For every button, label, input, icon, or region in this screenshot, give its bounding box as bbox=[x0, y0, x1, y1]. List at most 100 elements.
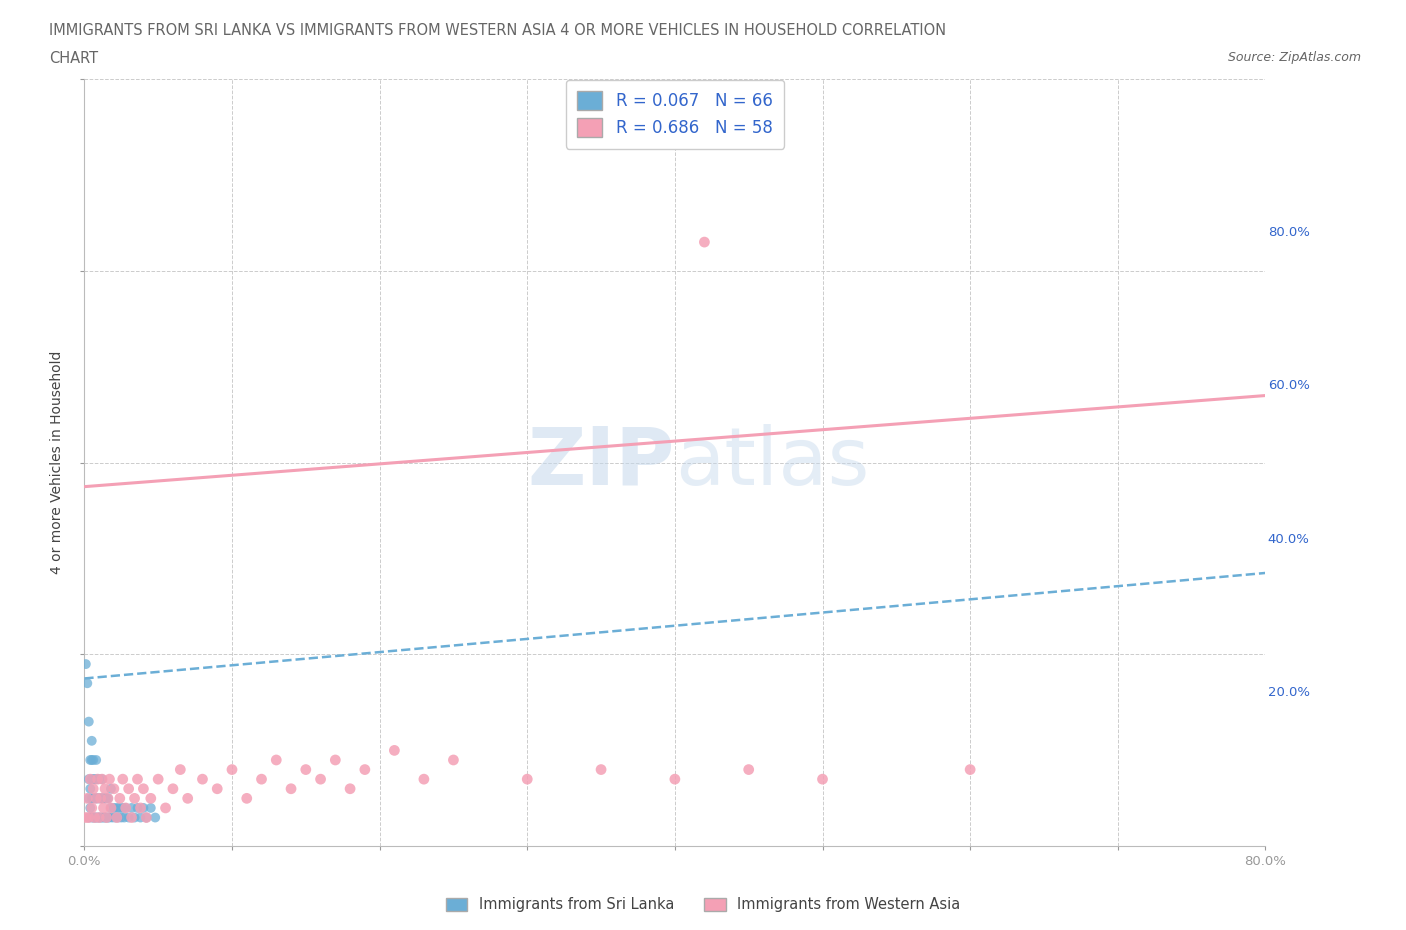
Point bbox=[91, 810, 114, 825]
Point bbox=[959, 763, 981, 777]
Point bbox=[111, 801, 134, 816]
Point bbox=[84, 790, 107, 805]
Point bbox=[75, 657, 97, 671]
Point bbox=[591, 763, 613, 777]
Point bbox=[82, 790, 104, 805]
Point bbox=[132, 801, 155, 816]
Point bbox=[86, 790, 108, 805]
Point bbox=[309, 772, 332, 787]
Point bbox=[811, 772, 834, 787]
Point bbox=[77, 810, 100, 825]
Point bbox=[77, 714, 100, 729]
Point bbox=[124, 790, 146, 805]
Point bbox=[94, 790, 117, 805]
Point bbox=[87, 772, 111, 787]
Text: 40.0%: 40.0% bbox=[1268, 533, 1309, 546]
Point bbox=[114, 801, 136, 816]
Point bbox=[91, 772, 114, 787]
Point bbox=[118, 781, 141, 796]
Point bbox=[250, 772, 273, 787]
Text: 80.0%: 80.0% bbox=[1268, 226, 1309, 239]
Point bbox=[738, 763, 761, 777]
Point bbox=[75, 810, 97, 825]
Point bbox=[80, 752, 103, 767]
Point bbox=[295, 763, 318, 777]
Point bbox=[354, 763, 377, 777]
Point bbox=[108, 790, 131, 805]
Point bbox=[664, 772, 686, 787]
Point bbox=[100, 781, 122, 796]
Point bbox=[87, 810, 111, 825]
Point bbox=[84, 790, 107, 805]
Point bbox=[135, 810, 157, 825]
Point bbox=[205, 781, 228, 796]
Point bbox=[93, 801, 115, 816]
Point bbox=[101, 810, 124, 825]
Point bbox=[80, 790, 103, 805]
Text: CHART: CHART bbox=[49, 51, 98, 66]
Point bbox=[110, 810, 132, 825]
Point bbox=[87, 810, 111, 825]
Point bbox=[132, 781, 155, 796]
Point bbox=[129, 810, 152, 825]
Point bbox=[98, 772, 121, 787]
Point bbox=[83, 772, 105, 787]
Point bbox=[79, 772, 101, 787]
Point bbox=[148, 772, 170, 787]
Point bbox=[77, 772, 100, 787]
Point bbox=[86, 772, 108, 787]
Point bbox=[441, 752, 464, 767]
Point bbox=[79, 801, 101, 816]
Point bbox=[121, 810, 143, 825]
Point bbox=[79, 752, 101, 767]
Point bbox=[100, 801, 122, 816]
Point bbox=[97, 790, 120, 805]
Point bbox=[94, 781, 117, 796]
Point bbox=[80, 810, 103, 825]
Point bbox=[191, 772, 214, 787]
Text: 60.0%: 60.0% bbox=[1268, 379, 1309, 392]
Point bbox=[93, 810, 115, 825]
Point bbox=[516, 772, 538, 787]
Point bbox=[86, 772, 108, 787]
Point bbox=[90, 810, 112, 825]
Point bbox=[339, 781, 361, 796]
Point bbox=[97, 810, 120, 825]
Point bbox=[76, 790, 98, 805]
Point bbox=[79, 781, 101, 796]
Point bbox=[155, 801, 177, 816]
Point bbox=[90, 790, 112, 805]
Point bbox=[82, 752, 104, 767]
Point bbox=[103, 781, 125, 796]
Point bbox=[83, 810, 105, 825]
Text: atlas: atlas bbox=[675, 424, 869, 501]
Point bbox=[105, 810, 128, 825]
Point bbox=[97, 790, 120, 805]
Point bbox=[96, 810, 118, 825]
Point bbox=[82, 810, 104, 825]
Point bbox=[121, 801, 143, 816]
Point bbox=[82, 772, 104, 787]
Point bbox=[114, 801, 136, 816]
Point bbox=[693, 234, 716, 249]
Legend: Immigrants from Sri Lanka, Immigrants from Western Asia: Immigrants from Sri Lanka, Immigrants fr… bbox=[440, 891, 966, 918]
Point bbox=[382, 743, 406, 758]
Point bbox=[103, 801, 125, 816]
Point bbox=[80, 801, 103, 816]
Point bbox=[77, 790, 100, 805]
Point bbox=[83, 810, 105, 825]
Text: IMMIGRANTS FROM SRI LANKA VS IMMIGRANTS FROM WESTERN ASIA 4 OR MORE VEHICLES IN : IMMIGRANTS FROM SRI LANKA VS IMMIGRANTS … bbox=[49, 23, 946, 38]
Point bbox=[127, 772, 149, 787]
Point bbox=[139, 801, 162, 816]
Point bbox=[143, 810, 166, 825]
Point bbox=[91, 790, 114, 805]
Text: 20.0%: 20.0% bbox=[1268, 686, 1310, 699]
Point bbox=[135, 810, 157, 825]
Point bbox=[80, 772, 103, 787]
Point bbox=[104, 810, 127, 825]
Point bbox=[105, 801, 128, 816]
Point bbox=[87, 790, 111, 805]
Point bbox=[107, 810, 129, 825]
Point bbox=[96, 790, 118, 805]
Point bbox=[84, 810, 107, 825]
